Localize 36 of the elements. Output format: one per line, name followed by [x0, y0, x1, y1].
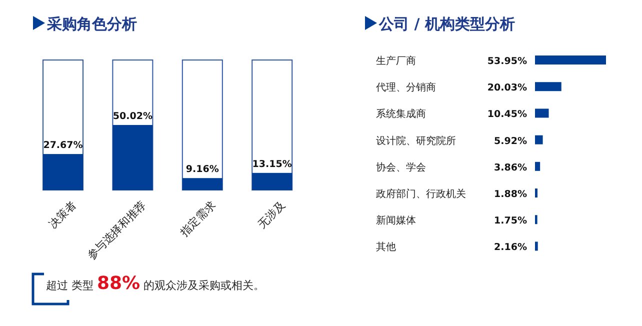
y-tick-label: 设计院、研究院所	[376, 134, 456, 147]
data-label: 1.75%	[494, 216, 528, 227]
y-tick-label: 生产厂商	[376, 55, 416, 67]
chart-title: 公司 / 机构类型分析	[378, 15, 515, 33]
y-tick-label: 代理、分销商	[375, 82, 436, 94]
y-tick-label: 协会、学会	[376, 161, 426, 174]
bar	[43, 154, 83, 190]
y-tick-label: 政府部门、行政机关	[376, 188, 466, 200]
bar	[535, 82, 562, 92]
data-label: 9.16%	[186, 164, 220, 176]
data-label: 50.02%	[112, 110, 153, 122]
data-label: 27.67%	[43, 140, 84, 152]
bar	[535, 135, 543, 144]
y-tick-label: 新闻媒体	[376, 214, 416, 227]
x-tick-label: 指定需求	[177, 198, 218, 240]
chart-title: 采购角色分析	[46, 15, 137, 33]
data-label: 5.92%	[494, 136, 528, 147]
text: 超过 类型 88% 的观众涉及采购或相关。	[46, 273, 265, 294]
data-label: 2.16%	[494, 242, 528, 254]
bar	[535, 108, 549, 118]
data-label: 20.03%	[487, 82, 528, 94]
bar	[535, 56, 606, 64]
data-label: 3.86%	[494, 162, 528, 174]
data-label: 13.15%	[252, 158, 292, 170]
x-tick-label: 决策者	[46, 198, 79, 232]
data-label: 1.88%	[494, 189, 528, 200]
y-tick-label: 其他	[376, 241, 396, 254]
bar	[252, 172, 292, 190]
bar	[535, 162, 540, 171]
data-label: 53.95%	[487, 56, 528, 67]
bar	[182, 178, 222, 190]
data-label: 10.45%	[487, 109, 528, 120]
bar	[535, 242, 538, 251]
x-tick-label: 无涉及	[255, 198, 288, 232]
x-tick-label: 参与选择和推荐	[84, 198, 148, 262]
y-tick-label: 系统集成商	[376, 108, 426, 120]
